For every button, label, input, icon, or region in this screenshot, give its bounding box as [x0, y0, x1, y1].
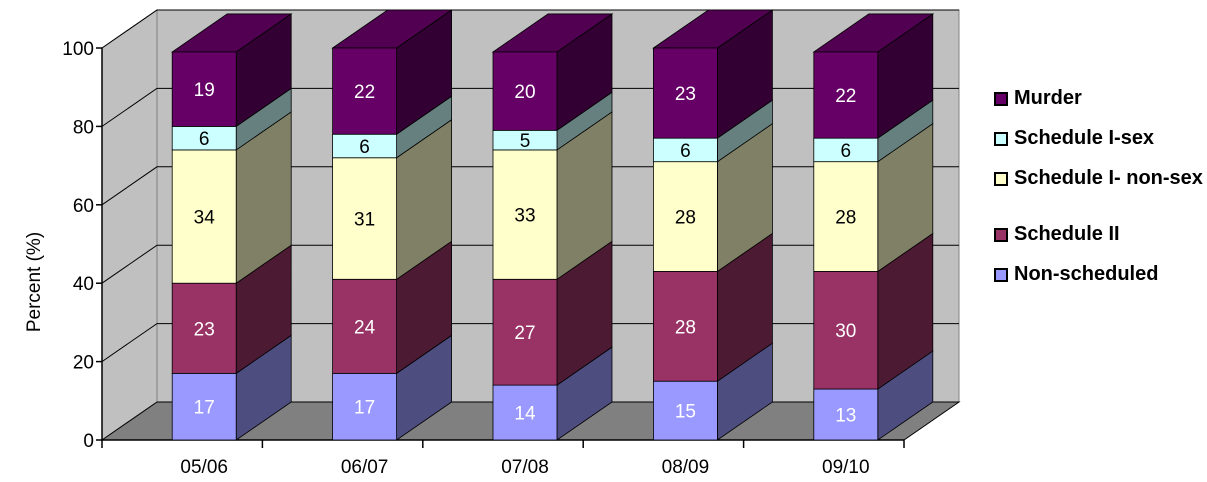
- bar-segment: [332, 47, 398, 135]
- data-label: 34: [194, 208, 216, 229]
- legend-label: Murder: [1014, 87, 1082, 109]
- data-label: 6: [359, 137, 370, 158]
- data-label: 27: [514, 323, 535, 344]
- data-label: 22: [835, 86, 856, 107]
- legend-label: Schedule II: [1014, 223, 1120, 245]
- bars: [170, 9, 935, 441]
- legend-swatch: [994, 92, 1008, 106]
- data-label: 23: [675, 84, 696, 105]
- data-label: 6: [680, 141, 691, 162]
- bar-segment: [171, 149, 237, 284]
- legend-item: Schedule II: [994, 218, 1204, 258]
- data-label: 23: [194, 319, 215, 340]
- y-axis-label: Percent (%): [24, 232, 45, 332]
- data-label: 19: [194, 80, 215, 101]
- data-label: 20: [514, 82, 535, 103]
- data-label: 28: [675, 208, 696, 229]
- data-label: 17: [194, 398, 215, 419]
- bar-segment: [813, 51, 879, 139]
- legend-label: Schedule I- non-sex: [1014, 167, 1203, 189]
- legend-item: Non-scheduled: [994, 258, 1204, 298]
- y-tick-label: 60: [73, 196, 94, 217]
- gridline: [101, 9, 959, 49]
- y-tick-label: 40: [73, 274, 94, 295]
- data-label: 6: [841, 141, 852, 162]
- data-label: 28: [675, 317, 696, 338]
- bar-segment: [813, 271, 879, 390]
- bar-segment: [653, 271, 718, 382]
- data-label: 6: [199, 129, 210, 150]
- legend-item: Schedule I- non-sex: [994, 162, 1204, 218]
- bar-segment: [332, 157, 398, 280]
- x-tick-label: 07/08: [501, 457, 549, 478]
- y-tick-label: 80: [73, 117, 94, 138]
- y-tick-label: 100: [62, 39, 94, 60]
- data-label: 31: [354, 210, 375, 231]
- bar-segment: [171, 51, 237, 127]
- data-label: 30: [835, 321, 856, 342]
- legend-label: Non-scheduled: [1014, 263, 1159, 285]
- data-label: 33: [514, 206, 535, 227]
- legend-swatch: [994, 268, 1008, 282]
- bar-segment: [653, 161, 718, 272]
- y-tick-label: 20: [73, 353, 94, 374]
- data-label: 17: [354, 398, 375, 419]
- x-tick-label: 05/06: [180, 457, 228, 478]
- legend-swatch: [994, 132, 1008, 146]
- bar-segment: [492, 149, 558, 280]
- bar-segment: [332, 278, 398, 374]
- legend-item: Schedule I-sex: [994, 122, 1204, 162]
- bar-segment: [492, 51, 558, 131]
- data-labels: 17 23 34 6 19 17 24 31 6 22 14 27 33 5 20 15 28 28 6 23 13 30…: [194, 80, 857, 426]
- legend-label: Schedule I-sex: [1014, 127, 1155, 149]
- bar-segment: [171, 372, 237, 441]
- y-tick-label: 0: [83, 431, 94, 452]
- bar-segment: [653, 47, 718, 139]
- chart-legend: Murder Schedule I-sex Schedule I- non-sex S…: [994, 82, 1204, 298]
- data-label: 15: [675, 402, 696, 423]
- bar-segment: [653, 380, 718, 441]
- data-label: 13: [835, 406, 856, 427]
- data-label: 24: [354, 317, 376, 338]
- legend-swatch: [994, 172, 1008, 186]
- bar-segment: [813, 161, 879, 272]
- legend-item: Murder: [994, 82, 1204, 122]
- x-tick-label: 06/07: [341, 457, 389, 478]
- bar-segment: [492, 384, 558, 441]
- legend-swatch: [994, 228, 1008, 242]
- side-wall: [101, 9, 158, 441]
- bar-segment: [492, 278, 558, 386]
- data-label: 14: [514, 404, 536, 425]
- x-tick-label: 09/10: [822, 457, 870, 478]
- data-label: 5: [520, 131, 531, 152]
- data-label: 28: [835, 208, 856, 229]
- data-label: 22: [354, 82, 375, 103]
- bar-segment: [171, 282, 237, 374]
- x-tick-label: 08/09: [662, 457, 710, 478]
